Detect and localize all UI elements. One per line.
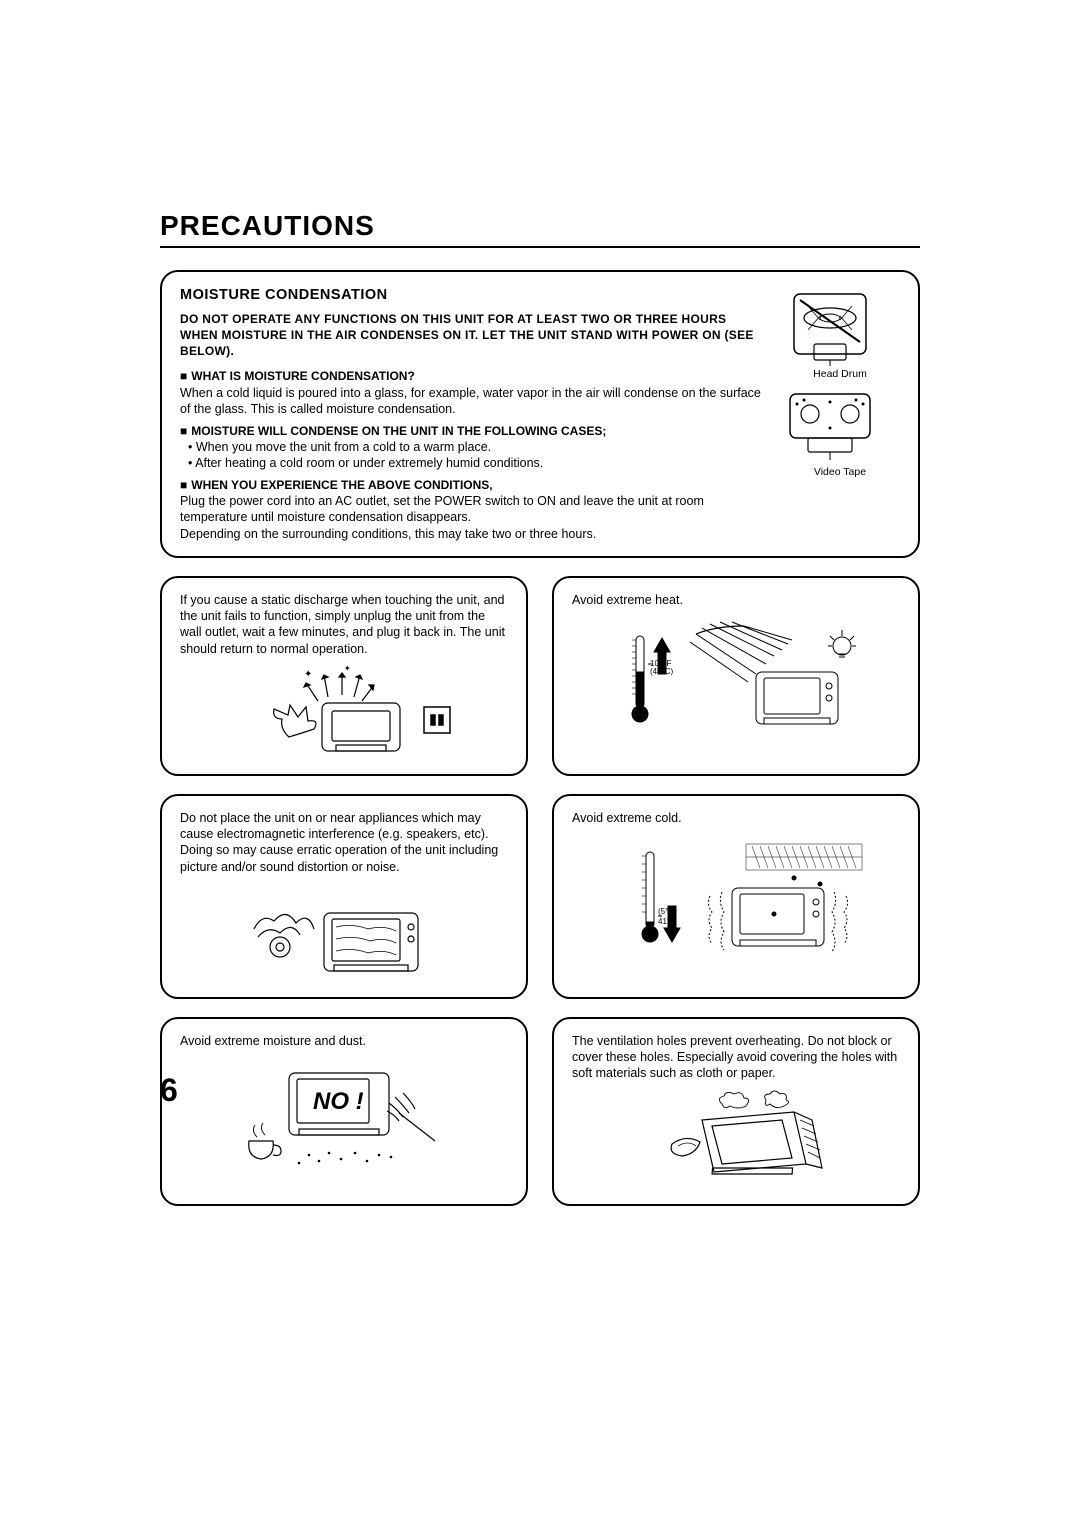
cases-heading: ■MOISTURE WILL CONDENSE ON THE UNIT IN T…	[180, 424, 762, 440]
experience-heading: ■WHEN YOU EXPERIENCE THE ABOVE CONDITION…	[180, 478, 762, 494]
video-tape-icon	[780, 388, 880, 464]
page-title: PRECAUTIONS	[160, 210, 920, 242]
video-tape-label: Video Tape	[780, 466, 900, 480]
head-drum-label: Head Drum	[780, 368, 900, 382]
heat-temp-c: (40°C)	[650, 667, 674, 676]
cold-temp-c: (5°C)	[658, 907, 677, 916]
avoid-cold-icon: (5°C) 41°F	[606, 834, 866, 964]
avoid-heat-icon: 104°F (40°C)	[606, 616, 866, 736]
interference-box: Do not place the unit on or near applian…	[160, 794, 528, 999]
interference-icon	[234, 883, 454, 983]
head-drum-icon	[780, 286, 880, 366]
avoid-cold-text: Avoid extreme cold.	[572, 810, 900, 826]
experience-body: Plug the power cord into an AC outlet, s…	[180, 493, 762, 542]
static-discharge-box: If you cause a static discharge when tou…	[160, 576, 528, 776]
avoid-moisture-text: Avoid extreme moisture and dust.	[180, 1033, 508, 1049]
cases-heading-text: MOISTURE WILL CONDENSE ON THE UNIT IN TH…	[191, 424, 606, 438]
moisture-text: MOISTURE CONDENSATION DO NOT OPERATE ANY…	[180, 286, 762, 542]
no-label: NO !	[313, 1088, 364, 1115]
experience-heading-text: WHEN YOU EXPERIENCE THE ABOVE CONDITIONS…	[191, 478, 492, 492]
interference-text: Do not place the unit on or near applian…	[180, 810, 508, 875]
avoid-cold-box: Avoid extreme cold.	[552, 794, 920, 999]
what-is-heading-text: WHAT IS MOISTURE CONDENSATION?	[191, 369, 415, 383]
page-number: 6	[160, 1072, 178, 1109]
moisture-box: MOISTURE CONDENSATION DO NOT OPERATE ANY…	[160, 270, 920, 558]
avoid-moisture-icon: NO !	[219, 1057, 469, 1177]
ventilation-text: The ventilation holes prevent overheatin…	[572, 1033, 900, 1082]
avoid-heat-box: Avoid extreme heat.	[552, 576, 920, 776]
case-1: • When you move the unit from a cold to …	[188, 439, 762, 455]
moisture-warning: DO NOT OPERATE ANY FUNCTIONS ON THIS UNI…	[180, 311, 762, 360]
ventilation-box: The ventilation holes prevent overheatin…	[552, 1017, 920, 1206]
what-is-body: When a cold liquid is poured into a glas…	[180, 385, 762, 418]
static-discharge-text: If you cause a static discharge when tou…	[180, 592, 508, 657]
precaution-grid: If you cause a static discharge when tou…	[160, 576, 920, 1206]
static-discharge-icon: ✦ ✦	[224, 665, 464, 760]
avoid-heat-text: Avoid extreme heat.	[572, 592, 900, 608]
title-rule	[160, 246, 920, 248]
moisture-diagram: Head Drum Video Tape	[780, 286, 900, 542]
cold-temp-f: 41°F	[658, 917, 675, 926]
ventilation-icon	[626, 1090, 846, 1190]
svg-text:✦: ✦	[344, 665, 351, 673]
case-2: • After heating a cold room or under ext…	[188, 455, 762, 471]
avoid-moisture-box: Avoid extreme moisture and dust. NO !	[160, 1017, 528, 1206]
what-is-heading: ■WHAT IS MOISTURE CONDENSATION?	[180, 369, 762, 385]
svg-text:✦: ✦	[304, 669, 312, 680]
moisture-heading: MOISTURE CONDENSATION	[180, 286, 762, 305]
